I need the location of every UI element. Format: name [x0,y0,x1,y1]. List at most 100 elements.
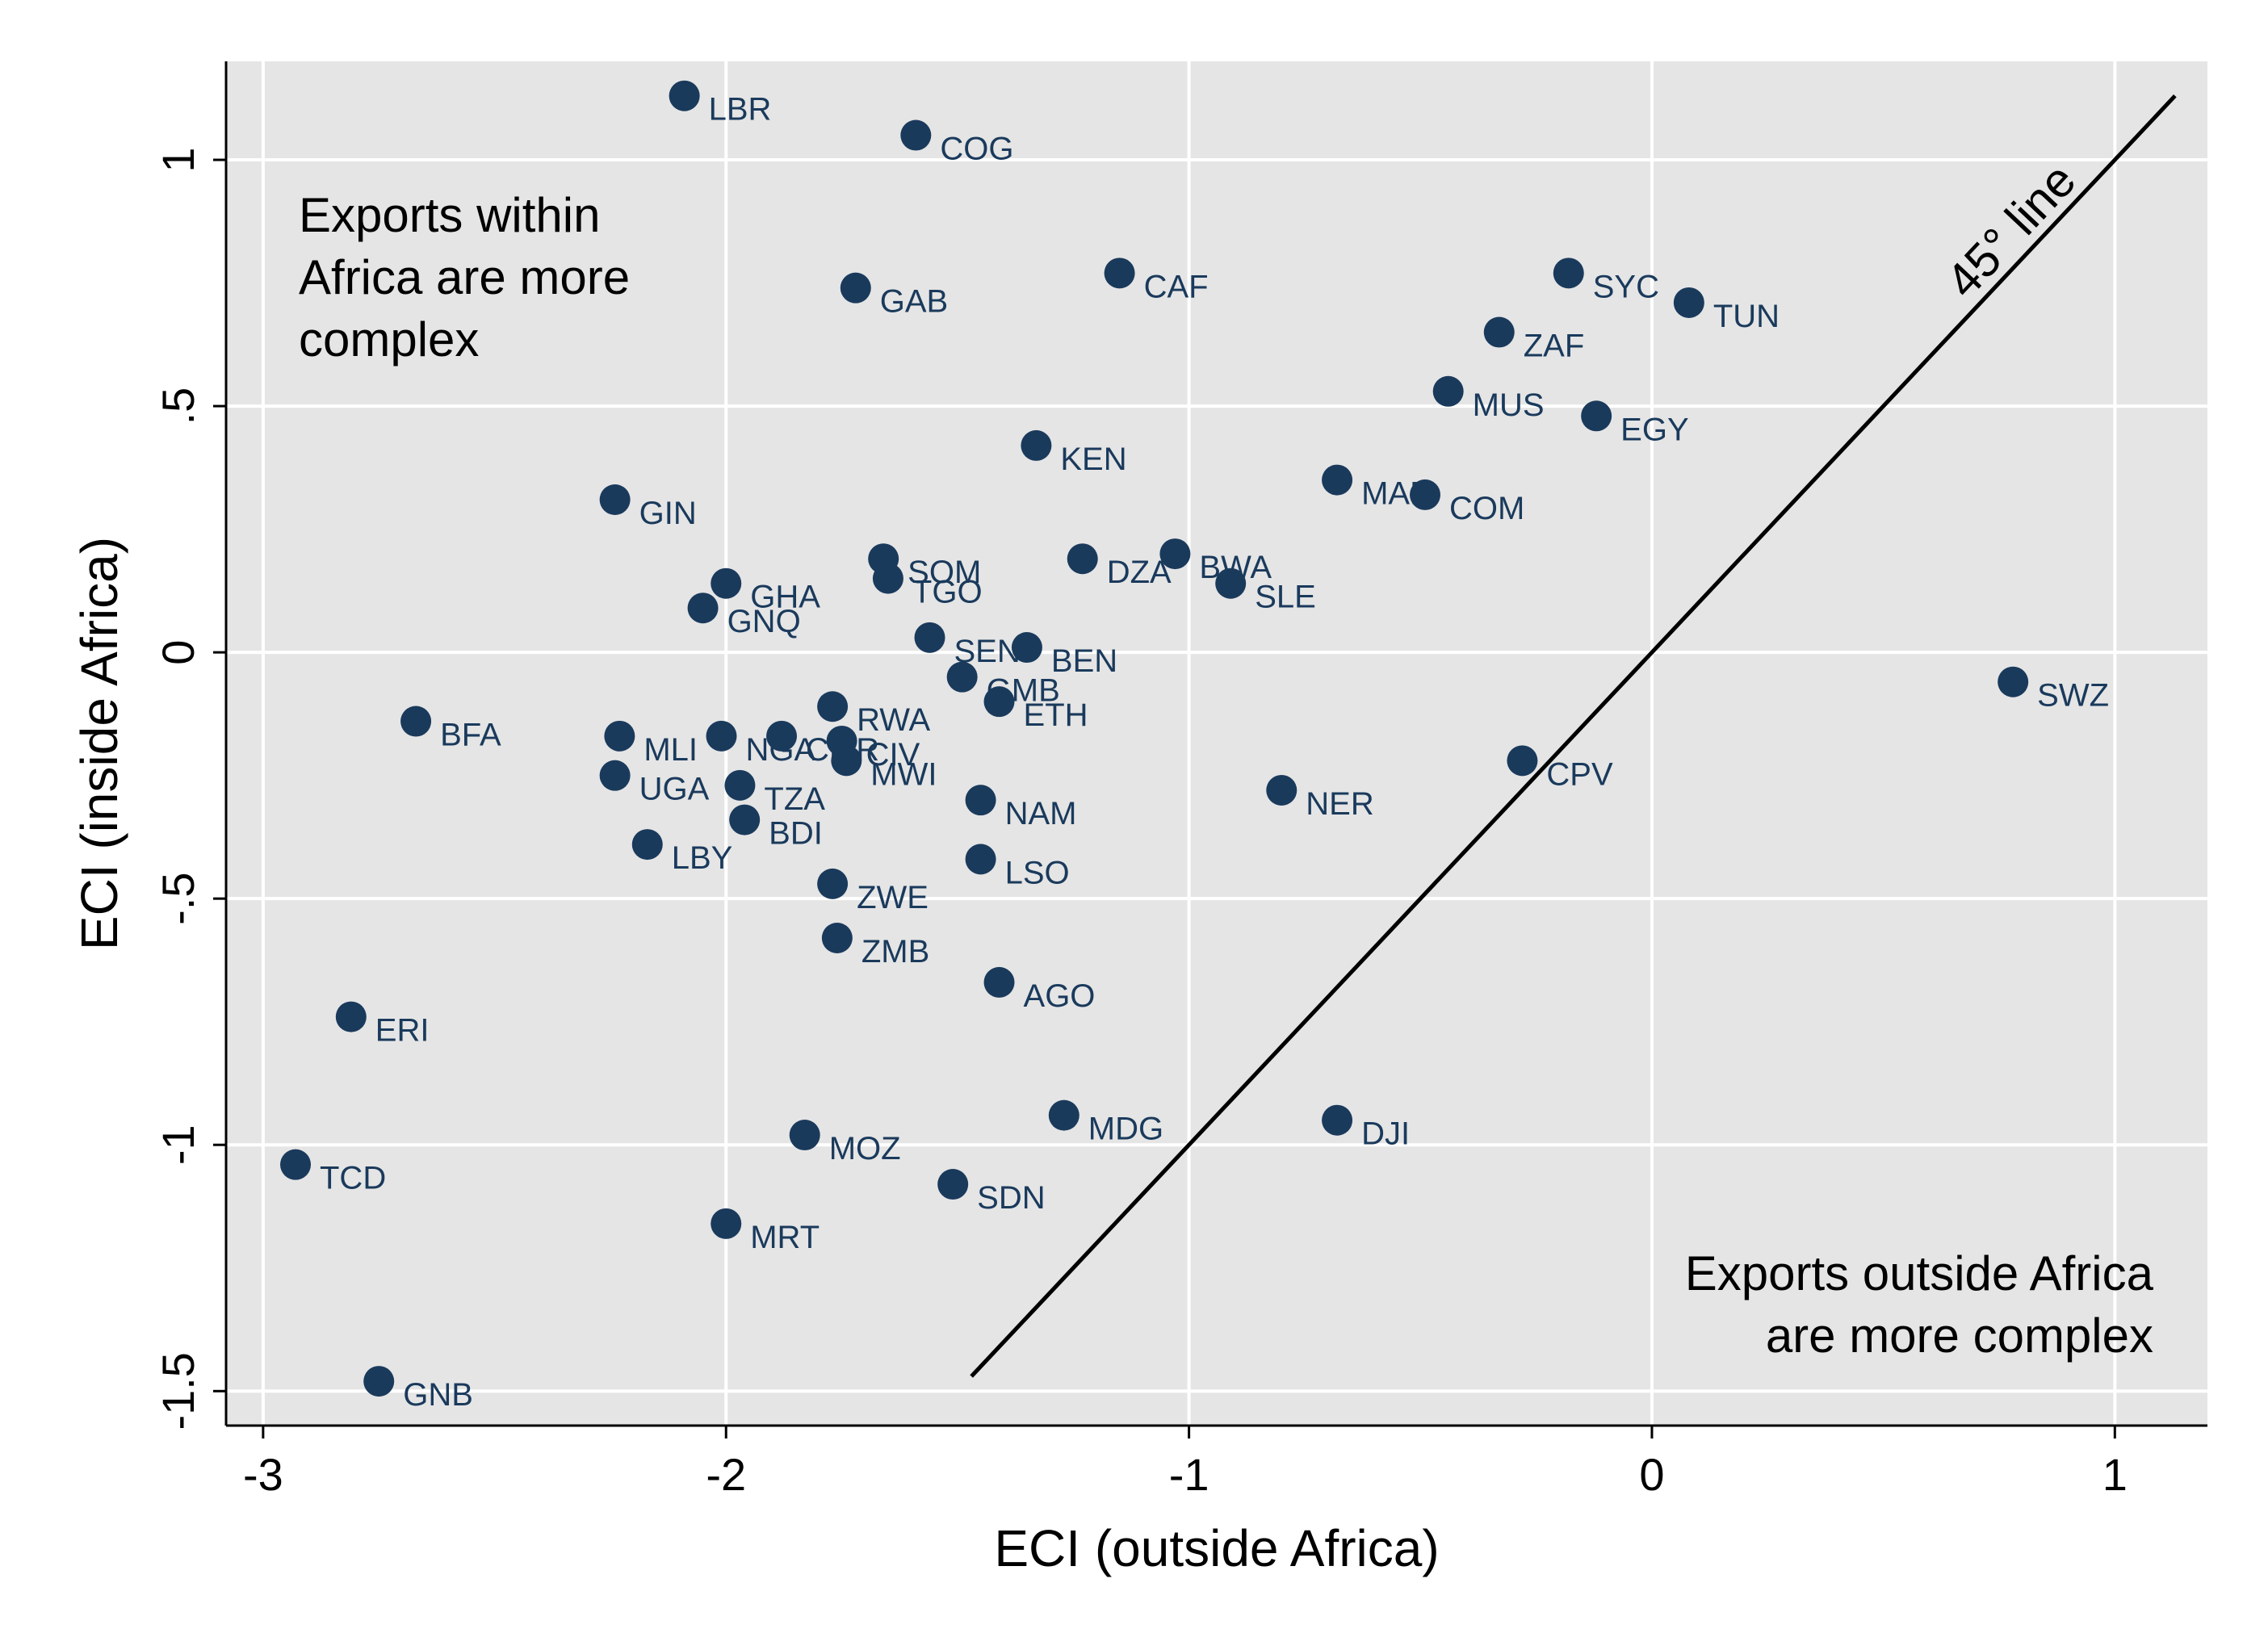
point-marker-mus [1432,375,1464,407]
point-syc: SYC [1553,258,1659,304]
point-label-ken: KEN [1060,442,1126,477]
point-tun: TUN [1673,287,1780,334]
point-marker-ken [1021,429,1052,461]
annotation-line: are more complex [1766,1309,2153,1363]
point-rwa: RWA [817,691,931,738]
point-marker-moz [789,1120,820,1151]
point-marker-uga [599,760,631,791]
point-marker-tza [724,769,756,801]
annotation-top-left: Exports within Africa are more complex [299,188,630,366]
point-uga: UGA [599,760,710,807]
point-bdi: BDI [729,804,823,852]
point-marker-mdg [1048,1099,1080,1131]
point-tza: TZA [724,769,825,817]
point-label-zwe: ZWE [857,880,929,915]
point-gab: GAB [840,272,948,320]
point-gin: GIN [599,484,697,531]
point-marker-mrt [711,1208,742,1239]
point-label-cpv: CPV [1546,756,1613,792]
point-marker-swz [1998,666,2029,697]
point-marker-lbr [669,80,700,111]
point-mdg: MDG [1048,1099,1163,1147]
point-eri: ERI [335,1001,429,1049]
point-eth: ETH [983,686,1088,733]
point-label-tcd: TCD [320,1161,386,1196]
point-marker-gmb [946,661,978,693]
point-label-moz: MOZ [829,1131,901,1166]
point-label-mli: MLI [644,732,698,768]
point-marker-gha [711,567,742,599]
point-label-mdg: MDG [1088,1112,1163,1147]
point-label-ago: AGO [1024,978,1096,1014]
point-zaf: ZAF [1483,316,1585,364]
point-label-gin: GIN [639,496,697,531]
point-marker-cmr [766,720,798,752]
point-label-som: SOM [908,555,981,590]
annotation-line: Africa are more [299,250,630,304]
point-label-com: COM [1449,491,1524,526]
annotation-bottom-right: Exports outside Africa are more complex [1685,1246,2154,1363]
point-ken: KEN [1021,429,1127,477]
point-marker-com [1410,479,1441,510]
point-label-lby: LBY [672,840,733,876]
point-caf: CAF [1104,258,1209,304]
point-marker-caf [1104,258,1135,289]
point-label-zaf: ZAF [1524,329,1585,364]
annotation-line: complex [299,312,479,366]
point-egy: EGY [1581,400,1689,447]
annotations: Exports within Africa are more complexExpo… [299,188,2154,1363]
point-label-uga: UGA [639,772,710,807]
point-tgo: TGO [872,563,983,610]
point-marker-cog [900,119,932,151]
point-marker-zaf [1483,316,1515,348]
point-tcd: TCD [280,1149,386,1196]
point-sle: SLE [1215,567,1316,615]
point-label-gha: GHA [750,580,820,615]
point-mli: MLI [604,720,698,768]
point-cog: COG [900,119,1013,167]
point-marker-syc [1553,258,1584,289]
point-label-swz: SWZ [2037,678,2109,714]
point-marker-tcd [280,1149,312,1180]
point-gha: GHA [711,567,820,615]
point-label-dza: DZA [1107,555,1172,590]
point-marker-gin [599,484,631,515]
point-label-mwi: MWI [870,756,937,792]
point-marker-cpv [1507,745,1538,777]
point-marker-sle [1215,567,1247,599]
plot-background [226,61,2207,1426]
point-marker-mwi [831,745,862,777]
point-label-civ: CIV [866,737,920,773]
y-tick-label-2: -.5 [153,873,203,925]
point-label-tza: TZA [764,781,825,817]
point-label-lbr: LBR [709,92,772,128]
point-ben: BEN [1011,632,1117,679]
point-cpv: CPV [1507,745,1613,792]
point-nam: NAM [965,785,1076,831]
point-label-dji: DJI [1361,1116,1410,1152]
point-label-lso: LSO [1005,855,1070,890]
point-moz: MOZ [789,1120,901,1166]
point-marker-dji [1322,1104,1353,1136]
point-label-mrt: MRT [750,1220,820,1255]
point-marker-gnq [687,593,719,624]
x-axis-title: ECI (outside Africa) [994,1519,1439,1577]
point-marker-bwa [1159,538,1191,570]
point-label-rwa: RWA [857,702,930,738]
point-marker-ben [1011,632,1042,664]
x-tick-label-0: -3 [243,1449,283,1500]
point-marker-zmb [821,922,853,953]
x-tick-label-4: 1 [2102,1449,2128,1500]
point-label-cog: COG [940,132,1013,167]
point-marker-mli [604,720,635,752]
point-marker-zwe [817,868,849,899]
point-zwe: ZWE [817,868,929,915]
point-lby: LBY [631,829,733,876]
point-label-sdn: SDN [977,1180,1045,1216]
point-label-bdi: BDI [769,816,823,852]
point-label-egy: EGY [1620,412,1688,447]
y-axis-title: ECI (inside Africa) [70,537,128,950]
point-marker-lso [965,844,996,875]
